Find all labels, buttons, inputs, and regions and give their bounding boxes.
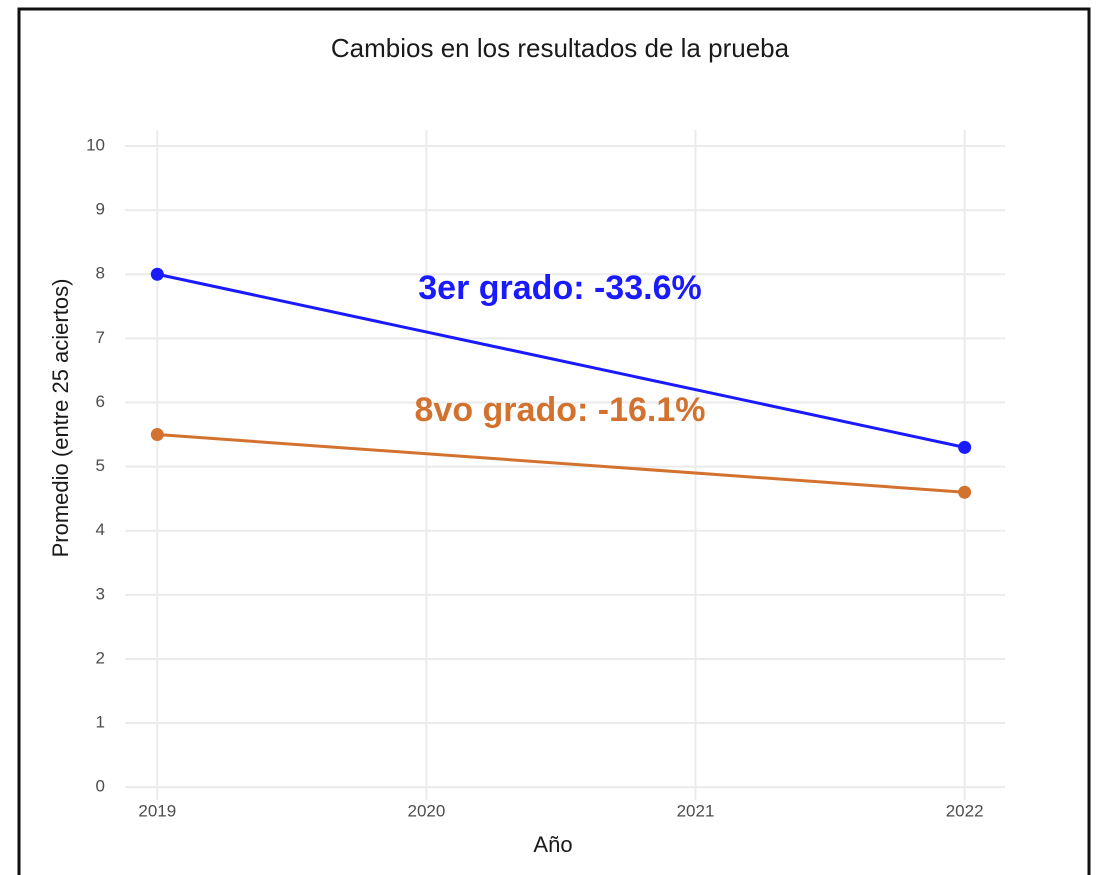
data-point: [958, 485, 972, 499]
y-tick-label: 5: [96, 456, 105, 475]
y-tick-label: 2: [96, 648, 105, 667]
y-tick-label: 1: [96, 713, 105, 732]
x-tick-label: 2020: [407, 801, 445, 820]
annotation: 3er grado: -33.6%: [418, 269, 701, 307]
y-axis-label: Promedio (entre 25 aciertos): [48, 279, 73, 558]
frame: [17, 7, 1091, 875]
x-axis-label: Año: [533, 832, 572, 857]
y-tick-label: 8: [96, 264, 105, 283]
x-tick-label: 2022: [946, 801, 984, 820]
series-line: [157, 433, 965, 494]
data-point: [150, 267, 164, 281]
series-line: [156, 272, 965, 449]
x-tick-label: 2019: [138, 801, 176, 820]
data-point: [958, 440, 972, 454]
y-tick-label: 3: [96, 584, 105, 603]
y-tick-label: 6: [96, 392, 105, 411]
y-tick-label: 9: [96, 200, 105, 219]
data-point: [150, 428, 164, 442]
y-tick-label: 10: [86, 136, 105, 155]
x-tick-label: 2021: [677, 801, 715, 820]
chart-title: Cambios en los resultados de la prueba: [331, 33, 790, 63]
y-tick-label: 7: [96, 328, 105, 347]
y-tick-label: 4: [96, 520, 105, 539]
annotation: 8vo grado: -16.1%: [415, 391, 706, 429]
y-tick-label: 0: [96, 777, 105, 796]
